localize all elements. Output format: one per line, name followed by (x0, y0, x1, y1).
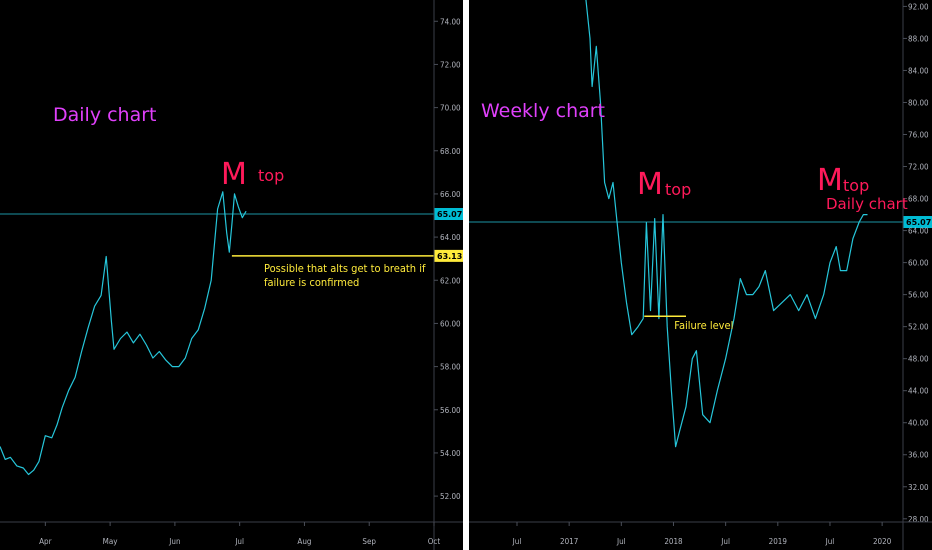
y-tick-label: 62.00 (440, 276, 461, 285)
left-price-badge-label: 65.07 (437, 210, 462, 219)
daily-overlays: 65.07 63.13 (0, 208, 463, 262)
daily-chart-svg[interactable]: 65.07 63.13 52.00 54.00 56.00 58.00 60.00 62.0… (0, 0, 463, 550)
y-tick-label: 70.00 (440, 104, 461, 113)
y-tick-label: 68.00 (440, 147, 461, 156)
right-price-badge-label: 65.07 (906, 218, 931, 227)
y-tick-label: 56.00 (908, 291, 929, 300)
y-tick-label: 84.00 (908, 66, 929, 75)
y-tick-label: 66.00 (440, 190, 461, 199)
y-tick-label: 60.00 (440, 319, 461, 328)
x-tick-label: Aug (297, 537, 311, 546)
x-tick-label: Jul (512, 537, 522, 546)
y-tick-label: 74.00 (440, 17, 461, 26)
x-tick-label: 2020 (873, 537, 892, 546)
weekly-top-label-1: top (665, 180, 691, 199)
y-tick-label: 58.00 (440, 363, 461, 372)
weekly-chart-svg[interactable]: 65.07 Failure level 28.00 32.00 36.00 40.00 4… (469, 0, 932, 550)
weekly-m-letter-2: M (817, 163, 843, 198)
left-price-series-line (0, 191, 247, 476)
left-price-badge (434, 208, 463, 221)
daily-note-line-1: Possible that alts get to breath if (264, 262, 426, 275)
y-tick-label: 56.00 (440, 406, 461, 415)
x-tick-label: Oct (428, 537, 441, 546)
right-price-series-line (585, 0, 868, 448)
weekly-y-axis: 28.00 32.00 36.00 40.00 44.00 48.00 52.00 56.00… (902, 0, 929, 550)
panel-divider[interactable] (463, 0, 469, 550)
x-tick-label: Jun (168, 537, 180, 546)
y-tick-label: 88.00 (908, 34, 929, 43)
failure-level-label: Failure level (674, 319, 733, 332)
y-tick-label: 64.00 (440, 233, 461, 242)
x-tick-label: 2019 (769, 537, 788, 546)
y-tick-label: 52.00 (440, 492, 461, 501)
weekly-chart-title: Weekly chart (481, 100, 605, 122)
weekly-x-axis: Jul 2017 Jul 2018 Jul 2019 Jul 2020 (469, 521, 932, 546)
weekly-overlays: 65.07 Failure level (469, 216, 932, 332)
y-tick-label: 64.00 (908, 227, 929, 236)
x-tick-label: Apr (39, 537, 51, 546)
x-tick-label: Jul (825, 537, 835, 546)
right-price-badge (903, 216, 932, 229)
y-tick-label: 40.00 (908, 419, 929, 428)
support-badge (434, 249, 463, 262)
x-tick-label: May (103, 537, 119, 546)
y-tick-label: 72.00 (908, 163, 929, 172)
daily-x-axis: Apr May Jun Jul Aug Sep Oct (0, 521, 463, 546)
weekly-series (585, 0, 868, 448)
y-tick-label: 76.00 (908, 131, 929, 140)
x-tick-label: Jul (616, 537, 626, 546)
support-badge-label: 63.13 (437, 252, 462, 261)
y-tick-label: 92.00 (908, 2, 929, 11)
daily-series (0, 191, 247, 476)
y-tick-label: 28.00 (908, 515, 929, 524)
x-tick-label: 2018 (664, 537, 683, 546)
x-tick-label: Jul (720, 537, 730, 546)
x-tick-label: 2017 (560, 537, 578, 546)
daily-note-line-2: failure is confirmed (264, 276, 359, 289)
weekly-top-label-2: top (843, 176, 869, 195)
x-tick-label: Jul (234, 537, 244, 546)
weekly-chart-panel[interactable]: 65.07 Failure level 28.00 32.00 36.00 40.00 4… (469, 0, 932, 550)
y-tick-label: 52.00 (908, 323, 929, 332)
y-tick-label: 60.00 (908, 259, 929, 268)
y-tick-label: 54.00 (440, 449, 461, 458)
daily-y-axis: 52.00 54.00 56.00 58.00 60.00 62.00 64.00 66.00… (433, 0, 461, 550)
y-tick-label: 80.00 (908, 98, 929, 107)
daily-chart-title: Daily chart (53, 104, 157, 126)
y-tick-label: 68.00 (908, 195, 929, 204)
weekly-m-letter-1: M (637, 167, 663, 202)
y-tick-label: 32.00 (908, 483, 929, 492)
daily-m-letter: M (221, 157, 247, 192)
y-tick-label: 48.00 (908, 355, 929, 364)
daily-top-label: top (258, 166, 284, 185)
x-tick-label: Sep (362, 537, 376, 546)
weekly-daily-chart-note: Daily chart (826, 195, 908, 213)
y-tick-label: 44.00 (908, 387, 929, 396)
y-tick-label: 72.00 (440, 60, 461, 69)
y-tick-label: 36.00 (908, 451, 929, 460)
daily-chart-panel[interactable]: 65.07 63.13 52.00 54.00 56.00 58.00 60.00 62.0… (0, 0, 463, 550)
